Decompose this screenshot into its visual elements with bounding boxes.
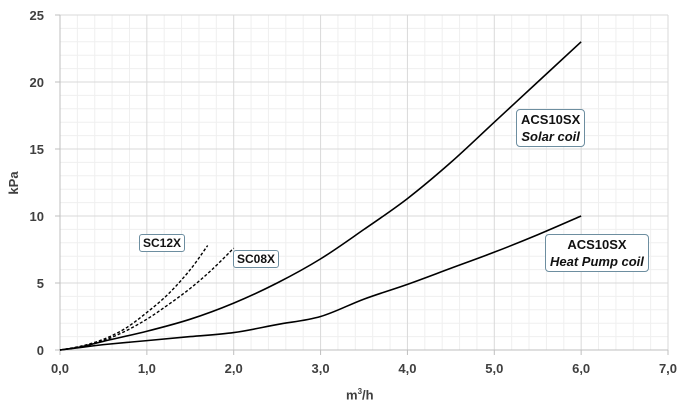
y-tick-label: 25 xyxy=(30,8,44,23)
x-tick-label: 3,0 xyxy=(312,361,330,376)
y-tick-label: 5 xyxy=(37,276,44,291)
y-axis-title: kPa xyxy=(6,171,21,195)
series-heat-pump-coil xyxy=(59,215,582,351)
axes xyxy=(55,14,669,355)
x-tick-label: 1,0 xyxy=(138,361,156,376)
y-tick-label: 10 xyxy=(30,209,44,224)
y-tick-label: 15 xyxy=(30,142,44,157)
label-solar-model: ACS10SX xyxy=(521,112,581,127)
label-sc08x: SC08X xyxy=(233,250,280,268)
label-heat-pump-type: Heat Pump coil xyxy=(550,254,644,269)
x-tick-label: 7,0 xyxy=(659,361,677,376)
data-series xyxy=(59,41,582,351)
series-solar-coil xyxy=(59,41,582,351)
x-tick-label: 4,0 xyxy=(398,361,416,376)
label-sc12x: SC12X xyxy=(139,234,186,252)
label-solar-type: Solar coil xyxy=(521,129,580,144)
x-axis-title: m3/h xyxy=(346,387,374,403)
x-tick-label: 6,0 xyxy=(572,361,590,376)
label-heat-pump-model: ACS10SX xyxy=(567,237,627,252)
y-tick-label: 20 xyxy=(30,75,44,90)
label-solar-coil: ACS10SX Solar coil xyxy=(516,109,586,147)
series-sc08x xyxy=(59,247,235,351)
series-sc12x xyxy=(59,245,209,351)
x-tick-label: 2,0 xyxy=(225,361,243,376)
major-grid xyxy=(60,14,669,350)
x-tick-label: 5,0 xyxy=(485,361,503,376)
label-heat-pump-coil: ACS10SX Heat Pump coil xyxy=(545,234,649,272)
tick-labels: 0,0 1,0 2,0 3,0 4,0 5,0 6,0 7,0 0 5 10 15 20 25 xyxy=(30,8,678,376)
minor-grid xyxy=(60,15,668,350)
y-tick-label: 0 xyxy=(37,343,44,358)
x-tick-label: 0,0 xyxy=(51,361,69,376)
